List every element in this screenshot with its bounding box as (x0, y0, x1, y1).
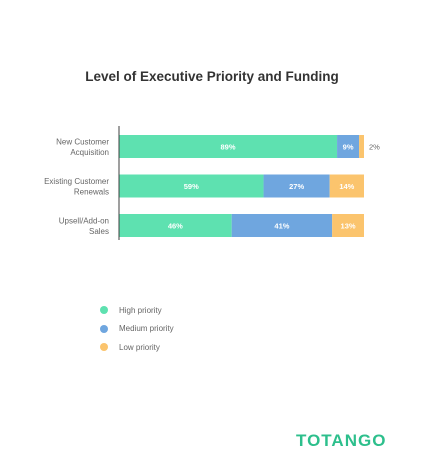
data-label: 27% (289, 182, 304, 191)
category-label: Upsell/Add-on (59, 216, 109, 225)
bar-segment (329, 174, 364, 198)
data-label: 13% (341, 222, 356, 231)
legend-marker (100, 343, 108, 351)
category-label: Acquisition (70, 148, 109, 157)
data-label: 89% (221, 143, 236, 152)
data-label: 2% (369, 143, 380, 152)
bar-segment (337, 135, 360, 158)
legend-item: Medium priority (100, 320, 300, 338)
chart-title: Level of Executive Priority and Funding (85, 69, 339, 84)
legend-item: Low priority (100, 338, 300, 356)
bar-segment (359, 135, 364, 158)
legend-marker (100, 324, 108, 333)
data-label: 59% (184, 182, 199, 191)
legend-marker (100, 306, 108, 314)
bar-segment (263, 174, 330, 198)
bar-segment (231, 214, 333, 237)
data-label: 41% (274, 222, 289, 231)
legend-item: High priority (100, 301, 300, 319)
bar-segment (332, 214, 364, 237)
bar-segment (119, 174, 264, 198)
category-label: Renewals (74, 187, 109, 196)
legend-label: Medium priority (119, 324, 174, 333)
totango-logo: TOTANGO (296, 431, 387, 450)
category-label: Existing Customer (44, 177, 109, 186)
legend-label: High priority (119, 305, 162, 315)
bar-segment (119, 135, 338, 158)
category-label: New Customer (56, 137, 109, 146)
data-label: 14% (339, 182, 354, 191)
category-label: Sales (89, 227, 109, 236)
bar-segment (119, 214, 232, 237)
chart-legend: High priority Medium priority Low priority (100, 301, 300, 357)
legend-label: Low priority (119, 342, 160, 352)
data-label: 9% (343, 143, 354, 152)
data-label: 46% (168, 222, 183, 231)
